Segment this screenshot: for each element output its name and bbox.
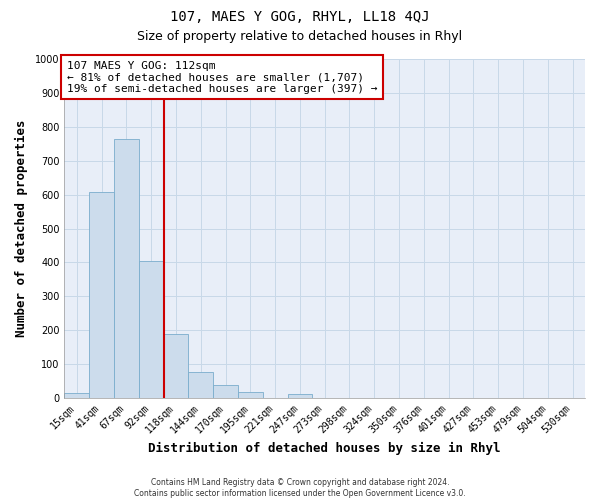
Text: 107, MAES Y GOG, RHYL, LL18 4QJ: 107, MAES Y GOG, RHYL, LL18 4QJ	[170, 10, 430, 24]
Bar	[213, 384, 238, 398]
X-axis label: Distribution of detached houses by size in Rhyl: Distribution of detached houses by size …	[148, 442, 501, 455]
Bar	[164, 334, 188, 398]
Bar	[139, 261, 164, 398]
Text: Size of property relative to detached houses in Rhyl: Size of property relative to detached ho…	[137, 30, 463, 43]
Y-axis label: Number of detached properties: Number of detached properties	[15, 120, 28, 338]
Bar	[287, 394, 312, 398]
Text: Contains HM Land Registry data © Crown copyright and database right 2024.
Contai: Contains HM Land Registry data © Crown c…	[134, 478, 466, 498]
Text: 107 MAES Y GOG: 112sqm
← 81% of detached houses are smaller (1,707)
19% of semi-: 107 MAES Y GOG: 112sqm ← 81% of detached…	[67, 60, 377, 94]
Bar	[238, 392, 263, 398]
Bar	[64, 393, 89, 398]
Bar	[89, 192, 114, 398]
Bar	[114, 138, 139, 398]
Bar	[188, 372, 213, 398]
